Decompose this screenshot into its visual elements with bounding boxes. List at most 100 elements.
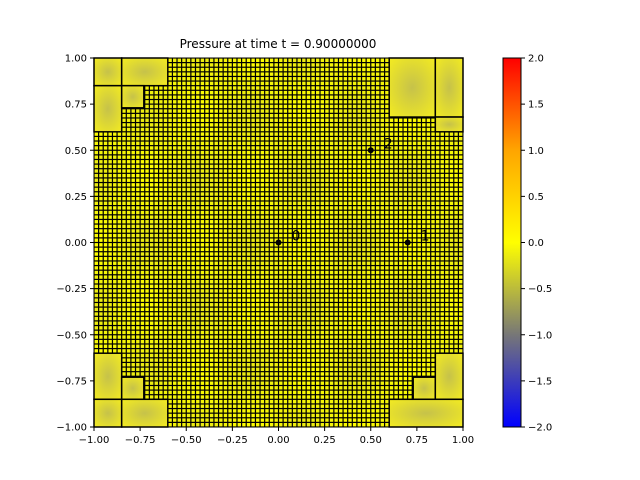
heatmap-cell [113, 284, 117, 289]
heatmap-cell [389, 298, 394, 302]
heatmap-cell [113, 196, 117, 201]
heatmap-cell [149, 303, 154, 307]
heatmap-cell [292, 344, 297, 348]
heatmap-cell [366, 58, 371, 63]
heatmap-cell [168, 376, 172, 381]
heatmap-cell [325, 183, 329, 187]
heatmap-cell [375, 86, 380, 90]
heatmap-cell [113, 132, 117, 136]
heatmap-cell [251, 266, 255, 270]
heatmap-cell [209, 155, 214, 159]
heatmap-cell [399, 390, 403, 395]
heatmap-cell [173, 275, 177, 279]
heatmap-cell [186, 303, 191, 307]
heatmap-cell [380, 284, 384, 289]
heatmap-cell [163, 312, 168, 316]
heatmap-cell [228, 86, 232, 90]
heatmap-cell [329, 256, 334, 261]
heatmap-cell [251, 413, 255, 418]
heatmap-cell [182, 196, 186, 201]
heatmap-cell [191, 289, 195, 293]
heatmap-cell [200, 67, 205, 72]
heatmap-cell [352, 141, 357, 146]
heatmap-cell [320, 372, 325, 376]
heatmap-cell [394, 256, 398, 261]
heatmap-cell [223, 349, 228, 353]
heatmap-cell [311, 303, 315, 307]
heatmap-cell [306, 390, 311, 395]
heatmap-cell [385, 399, 389, 404]
heatmap-cell [399, 183, 403, 187]
heatmap-cell [223, 183, 228, 187]
heatmap-cell [311, 160, 315, 164]
heatmap-cell [122, 367, 126, 372]
heatmap-cell [154, 224, 158, 229]
heatmap-cell [380, 275, 384, 279]
heatmap-cell [343, 160, 348, 164]
heatmap-cell [251, 215, 255, 219]
heatmap-cell [154, 123, 158, 127]
heatmap-cell [182, 178, 186, 182]
heatmap-cell [182, 386, 186, 390]
heatmap-cell [265, 187, 269, 192]
heatmap-cell [348, 86, 352, 90]
heatmap-cell [283, 201, 288, 205]
heatmap-cell [219, 164, 223, 169]
heatmap-cell [131, 252, 135, 256]
heatmap-cell [343, 229, 348, 233]
heatmap-cell [339, 418, 343, 422]
heatmap-cell [399, 289, 403, 293]
heatmap-cell [163, 169, 168, 173]
heatmap-cell [232, 363, 237, 367]
heatmap-cell [223, 404, 228, 408]
heatmap-cell [242, 146, 246, 150]
heatmap-cell [113, 339, 117, 344]
heatmap-cell [343, 113, 348, 118]
heatmap-cell [302, 339, 306, 344]
heatmap-cell [343, 206, 348, 210]
heatmap-cell [113, 312, 117, 316]
heatmap-cell [113, 164, 117, 169]
heatmap-cell [288, 229, 292, 233]
heatmap-cell [375, 160, 380, 164]
heatmap-cell [108, 206, 112, 210]
heatmap-cell [403, 390, 408, 395]
heatmap-cell [94, 247, 99, 252]
heatmap-cell [99, 137, 103, 141]
heatmap-cell [205, 178, 209, 182]
heatmap-cell [242, 381, 246, 385]
heatmap-cell [209, 289, 214, 293]
heatmap-cell [371, 270, 375, 275]
heatmap-cell [283, 284, 288, 289]
heatmap-cell [334, 335, 338, 339]
heatmap-cell [223, 307, 228, 312]
heatmap-cell [177, 95, 182, 99]
heatmap-cell [200, 316, 205, 321]
heatmap-cell [177, 233, 182, 238]
heatmap-cell [242, 386, 246, 390]
heatmap-cell [173, 150, 177, 155]
heatmap-cell [269, 395, 274, 399]
heatmap-cell [228, 303, 232, 307]
heatmap-cell [186, 293, 191, 298]
heatmap-cell [232, 233, 237, 238]
heatmap-cell [182, 109, 186, 113]
heatmap-cell [320, 256, 325, 261]
heatmap-cell [242, 256, 246, 261]
heatmap-cell [329, 330, 334, 335]
heatmap-cell [279, 326, 283, 330]
heatmap-cell [126, 155, 131, 159]
heatmap-cell [283, 95, 288, 99]
heatmap-cell [302, 399, 306, 404]
heatmap-cell [325, 289, 329, 293]
heatmap-cell [311, 399, 315, 404]
heatmap-cell [352, 86, 357, 90]
heatmap-cell [173, 418, 177, 422]
heatmap-cell [339, 95, 343, 99]
heatmap-cell [154, 118, 158, 122]
heatmap-cell [292, 229, 297, 233]
heatmap-cell [242, 330, 246, 335]
heatmap-cell [173, 247, 177, 252]
heatmap-cell [145, 386, 149, 390]
heatmap-cell [237, 100, 241, 104]
